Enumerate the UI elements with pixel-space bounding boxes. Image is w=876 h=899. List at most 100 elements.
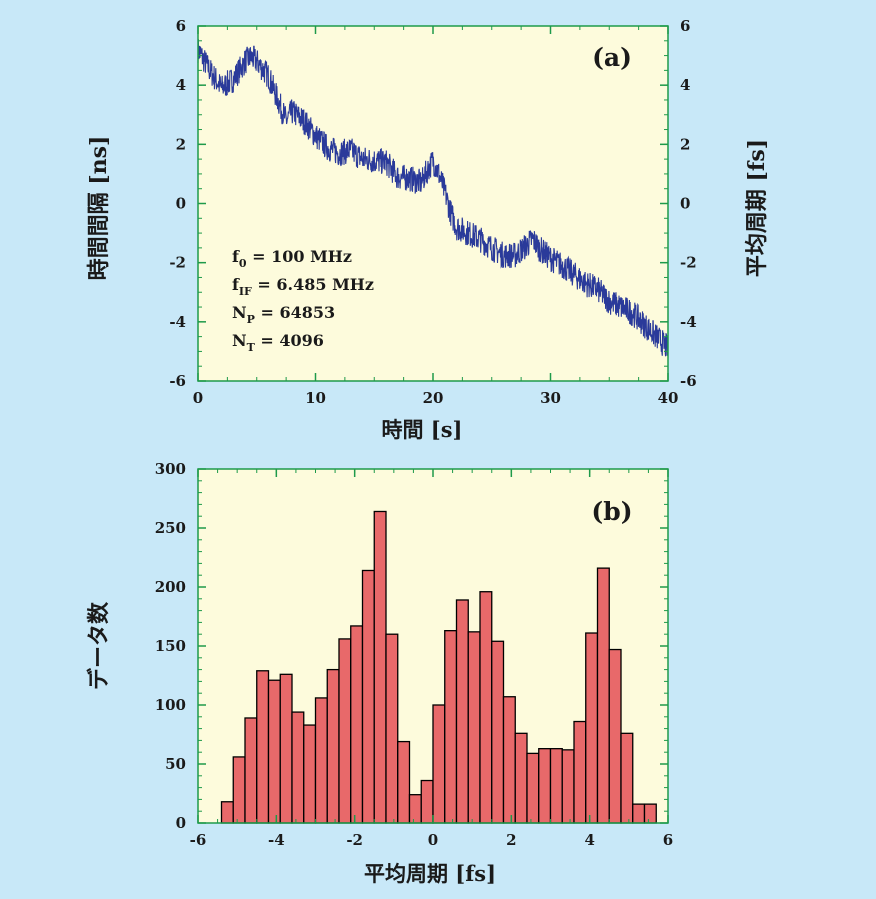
histogram-bar	[620, 732, 634, 824]
panel-a-y2-tick-labels: -6 -4 -2 0 2 4 6	[680, 17, 697, 390]
histogram-bar	[561, 749, 575, 824]
histogram-bar	[608, 648, 622, 824]
histogram-bar	[244, 717, 258, 824]
histogram-bar	[314, 697, 328, 824]
panel-b-x-tick-label: 6	[663, 831, 673, 849]
histogram-bar	[397, 740, 411, 824]
histogram-bar	[338, 638, 352, 824]
annotation-value: = 64853	[255, 303, 335, 322]
histogram-bar	[232, 756, 246, 824]
panel-a-y2-tick-label: 0	[680, 195, 690, 213]
panel-b-y-tick-label: 200	[155, 578, 186, 596]
panel-b-x-tick-label: -4	[268, 831, 285, 849]
panel-a-ticks	[197, 25, 669, 382]
annotation-symbol: f	[232, 247, 240, 266]
panel-a-parameter-annotation: NP = 64853	[232, 303, 335, 326]
panel-a-y-tick-label: 0	[176, 195, 186, 213]
annotation-subscript: T	[247, 341, 256, 354]
panel-b-y-tick-label: 50	[165, 755, 186, 773]
panel-a-y-tick-label: -4	[169, 313, 186, 331]
panel-a-x-tick-label: 40	[658, 389, 679, 407]
panel-a-x-tick-label: 10	[305, 389, 326, 407]
panel-a-y-tick-label: 4	[176, 76, 186, 94]
histogram-bar	[596, 567, 610, 824]
histogram-bar	[538, 748, 552, 824]
histogram-bar	[502, 696, 516, 824]
histogram-bar	[303, 724, 317, 824]
panel-a-y-tick-label: -6	[169, 372, 186, 390]
panel-a-y2-tick-label: -2	[680, 254, 697, 272]
panel-a-y2-tick-label: 2	[680, 135, 690, 153]
histogram-bar	[632, 803, 646, 824]
panel-b-y-tick-label: 250	[155, 519, 186, 537]
panel-a-x-tick-label: 0	[193, 389, 203, 407]
panel-a-y-tick-label: 2	[176, 135, 186, 153]
panel-b-x-tick-label: -2	[346, 831, 363, 849]
histogram-bar	[585, 632, 599, 824]
panel-b-ticks	[197, 468, 669, 824]
panel-b-y-tick-label: 300	[155, 460, 186, 478]
panel-a-y-axis-title-left: 時間間隔 [ns]	[86, 136, 112, 281]
histogram-bar	[491, 640, 505, 824]
histogram-bar	[267, 679, 281, 824]
histogram-bar	[361, 569, 375, 824]
histogram-bar	[326, 668, 340, 824]
histogram-bar	[643, 803, 657, 824]
panel-a-label: (a)	[592, 43, 632, 72]
panel-b-y-tick-labels: 0 50 100 150 200 250 300	[155, 460, 186, 832]
panel-b-x-tick-label: 2	[506, 831, 516, 849]
histogram-bar	[420, 779, 434, 824]
histogram-bar	[291, 711, 305, 824]
histogram-bar	[279, 673, 293, 824]
panel-a-y-axis-title-right: 平均周期 [fs]	[744, 139, 770, 277]
panel-a-y2-tick-label: -6	[680, 372, 697, 390]
histogram-bar	[549, 748, 563, 824]
histogram-bar	[455, 599, 469, 824]
panel-a-y2-tick-label: -4	[680, 313, 697, 331]
annotation-symbol: f	[232, 275, 240, 294]
annotation-symbol: N	[232, 303, 247, 322]
panel-b-y-tick-label: 150	[155, 637, 186, 655]
histogram-bar	[467, 631, 481, 824]
panel-b-x-tick-labels: -6 -4 -2 0 2 4 6	[190, 831, 674, 849]
annotation-value: = 4096	[255, 331, 324, 350]
panel-a-x-tick-label: 20	[423, 389, 444, 407]
histogram-bar	[385, 633, 399, 824]
histogram-bar	[479, 591, 493, 824]
panel-b-x-tick-label: 4	[584, 831, 594, 849]
annotation-subscript: P	[247, 313, 255, 326]
panel-a-trace-group	[197, 39, 669, 357]
panel-b-x-tick-label: -6	[190, 831, 207, 849]
histogram-bar	[444, 630, 458, 824]
annotation-subscript: IF	[239, 285, 252, 298]
panel-a-x-axis-title: 時間 [s]	[381, 417, 462, 442]
panel-a-y-tick-label: -2	[169, 254, 186, 272]
annotation-value: = 6.485 MHz	[252, 275, 374, 294]
panel-b-y-axis-title: データ数	[86, 601, 112, 690]
panel-b-x-axis-title: 平均周期 [fs]	[364, 861, 496, 886]
annotation-subscript: 0	[239, 257, 247, 270]
panel-a-x-tick-label: 30	[540, 389, 561, 407]
panel-a-time-interval-trace	[197, 39, 669, 357]
panel-b-y-tick-label: 100	[155, 696, 186, 714]
panel-a-y2-tick-label: 4	[680, 76, 690, 94]
histogram-bar	[220, 801, 234, 824]
panel-b-x-tick-label: 0	[428, 831, 438, 849]
panel-b-label: (b)	[591, 497, 632, 526]
panel-b-y-tick-label: 0	[176, 814, 186, 832]
histogram-bar	[526, 752, 540, 824]
histogram-bar	[408, 794, 422, 824]
panel-a-x-tick-labels: 0 10 20 30 40	[193, 389, 679, 407]
annotation-symbol: N	[232, 331, 247, 350]
histogram-bar	[573, 720, 587, 824]
panel-a-parameter-annotation: NT = 4096	[232, 331, 324, 354]
histogram-bar	[514, 732, 528, 824]
panel-a-parameter-annotation: fIF = 6.485 MHz	[232, 275, 374, 298]
histogram-bar	[350, 625, 364, 824]
annotation-value: = 100 MHz	[247, 247, 352, 266]
panel-a-y2-tick-label: 6	[680, 17, 690, 35]
panel-a-y-tick-labels: -6 -4 -2 0 2 4 6	[169, 17, 186, 390]
panel-a-y-tick-label: 6	[176, 17, 186, 35]
